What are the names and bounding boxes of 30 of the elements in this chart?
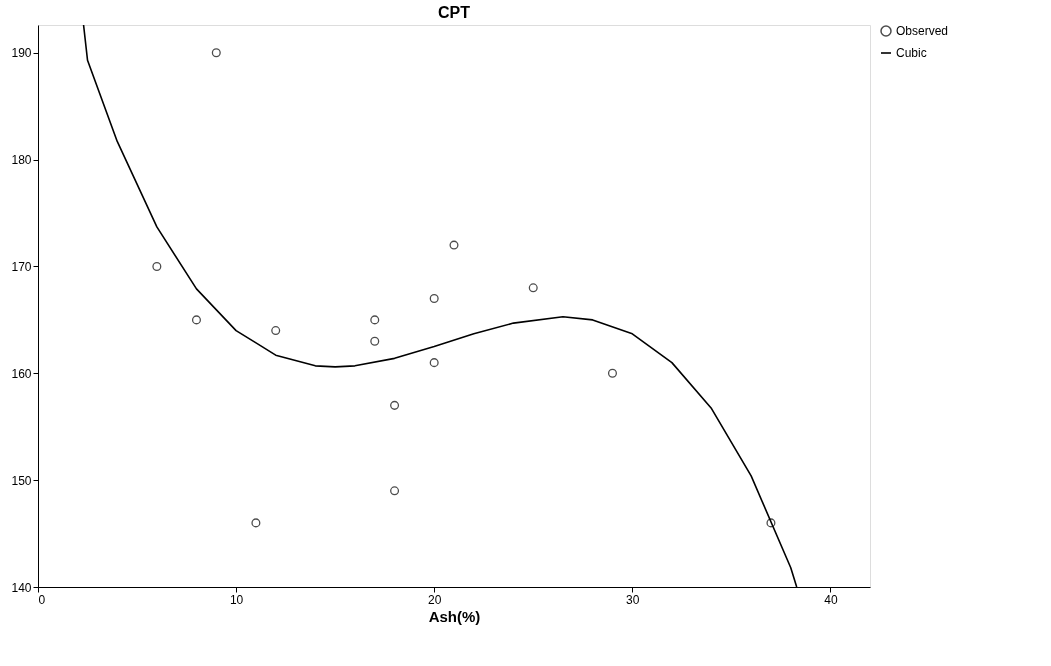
y-tick-label: 180: [11, 153, 32, 168]
legend-label: Observed: [896, 24, 949, 38]
x-tick-label: 0: [38, 592, 46, 607]
point: [429, 294, 439, 304]
point: [271, 326, 281, 336]
point: [152, 261, 162, 271]
point: [429, 358, 439, 368]
point: [449, 240, 459, 250]
x-tick-label: 20: [428, 592, 442, 607]
point: [390, 486, 400, 496]
y-tick-label: 170: [11, 259, 32, 274]
point: [370, 315, 380, 325]
point: [607, 368, 617, 378]
x-tick-label: 10: [229, 592, 244, 607]
x-axis-title: Ash(%): [428, 607, 481, 625]
point: [211, 48, 221, 58]
chart-title: CPT: [438, 4, 471, 21]
point: [370, 336, 380, 346]
point: [766, 518, 776, 528]
x-tick-label: 30: [626, 592, 640, 607]
y-tick-label: 150: [11, 473, 32, 488]
legend-label: Cubic: [896, 46, 927, 60]
point: [390, 400, 400, 410]
x-tick-label: 40: [824, 592, 838, 607]
y-tick-label: 190: [11, 46, 32, 61]
point: [191, 315, 201, 325]
point: [251, 518, 261, 528]
point: [528, 283, 538, 293]
y-tick-label: 140: [11, 580, 32, 595]
y-tick-label: 160: [11, 366, 32, 381]
